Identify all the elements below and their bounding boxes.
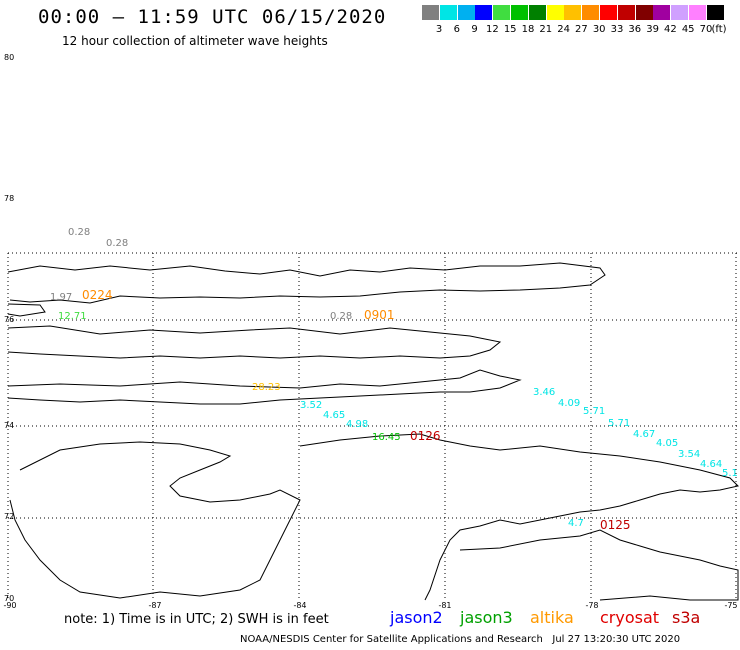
scale-swatch <box>422 5 439 20</box>
wave-height-label: 0.28 <box>106 238 128 249</box>
scale-unit: (ft) <box>711 24 727 35</box>
coastline-baffin-island <box>299 433 739 601</box>
scale-swatch <box>528 5 546 20</box>
scale-swatch <box>600 5 617 20</box>
lat-label: 78 <box>4 194 14 203</box>
scale-label: 21 <box>539 24 553 35</box>
scale-swatch <box>511 5 528 20</box>
lon-label: -75 <box>724 601 737 610</box>
scale-label: 15 <box>503 24 517 35</box>
wave-height-label: 5.71 <box>608 418 630 429</box>
scale-label: 24 <box>557 24 570 35</box>
lon-label: -78 <box>585 601 598 610</box>
scale-label: 39 <box>646 24 659 35</box>
satellite-legend-item: jason3 <box>460 608 513 627</box>
wave-height-label: 4.7 <box>568 518 584 529</box>
lon-label: -84 <box>293 601 306 610</box>
scale-swatch <box>617 5 635 20</box>
lon-label: -87 <box>148 601 161 610</box>
wave-height-label: 4.05 <box>656 438 678 449</box>
coastline-lower-island <box>7 369 522 405</box>
scale-label: 3 <box>435 24 443 35</box>
wave-height-label: 0.28 <box>330 311 352 322</box>
scale-swatch <box>564 5 582 20</box>
lat-label: 70 <box>4 594 14 603</box>
wave-height-label: 1.97 <box>50 292 72 303</box>
scale-swatch <box>653 5 671 20</box>
scale-swatch <box>582 5 600 20</box>
scale-label: 42 <box>664 24 677 35</box>
lon-label: -90 <box>3 601 16 610</box>
satellite-legend-item: s3a <box>672 608 701 627</box>
coastline-small-island <box>7 303 46 317</box>
wave-height-label: 3.46 <box>533 387 555 398</box>
wave-height-label: 4.65 <box>323 410 345 421</box>
wave-height-label: 16.45 <box>372 432 401 443</box>
wave-height-label: 3.54 <box>678 449 700 460</box>
scale-label: 30 <box>592 24 606 35</box>
footnote: note: 1) Time is in UTC; 2) SWH is in fe… <box>64 612 329 627</box>
wave-height-label: 5.71 <box>583 406 605 417</box>
coastline-western-peninsula <box>9 441 301 599</box>
scale-label: 27 <box>575 24 588 35</box>
wave-height-label: 0126 <box>410 429 441 443</box>
wave-height-label: 4.98 <box>346 419 368 430</box>
lat-lon-grid <box>7 252 738 600</box>
scale-swatch <box>475 5 493 20</box>
coastline-middle-island <box>7 325 502 359</box>
scale-label: 18 <box>521 24 535 35</box>
longitude-labels: -90 -87 -84 -81 -78 -75 <box>3 601 737 610</box>
page-title: 00:00 — 11:59 UTC 06/15/2020 <box>38 6 387 28</box>
wave-height-label: 12.71 <box>58 311 87 322</box>
coastlines <box>7 262 739 601</box>
coastline-northern-island <box>7 262 606 304</box>
satellite-legend-item: cryosat <box>600 608 660 627</box>
lat-label: 72 <box>4 512 14 521</box>
scale-swatch <box>635 5 653 20</box>
wave-height-label: 0125 <box>600 518 631 532</box>
coastline-southern-islands <box>459 529 739 601</box>
lat-label: 76 <box>4 315 14 324</box>
latitude-labels: 80 78 76 74 72 70 <box>4 53 14 603</box>
scale-label: 33 <box>610 24 624 35</box>
scale-label: 45 <box>681 24 695 35</box>
lat-label: 80 <box>4 53 14 62</box>
wave-height-label: 0224 <box>82 288 113 302</box>
scale-label: 6 <box>453 24 460 35</box>
lon-label: -81 <box>438 601 451 610</box>
scale-swatch <box>546 5 564 20</box>
scale-swatch <box>457 5 475 20</box>
wave-height-label: 28.23 <box>252 382 281 393</box>
page-subtitle: 12 hour collection of altimeter wave hei… <box>62 34 328 48</box>
scale-swatch <box>689 5 706 20</box>
wave-height-label: 4.64 <box>700 459 722 470</box>
scale-swatch <box>671 5 689 20</box>
wave-height-label: 4.09 <box>558 398 580 409</box>
wave-height-label: 0901 <box>364 308 395 322</box>
wave-height-label: 0.28 <box>68 227 90 238</box>
scale-label: 36 <box>628 24 642 35</box>
scale-swatch <box>439 5 457 20</box>
scale-label: 12 <box>486 24 499 35</box>
wave-height-label: 3.52 <box>300 400 322 411</box>
credit-line: NOAA/NESDIS Center for Satellite Applica… <box>240 634 681 645</box>
wave-height-label: 4.67 <box>633 429 655 440</box>
scale-label: 70 <box>699 24 713 35</box>
satellite-legend-item: jason2 <box>390 608 443 627</box>
scale-swatch <box>706 5 724 20</box>
scale-swatch <box>493 5 511 20</box>
scale-label: 9 <box>471 24 478 35</box>
satellite-legend-item: altika <box>530 608 574 627</box>
lat-label: 74 <box>4 421 14 430</box>
wave-height-label: 5.1 <box>722 468 738 479</box>
